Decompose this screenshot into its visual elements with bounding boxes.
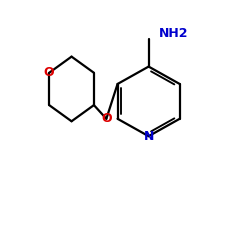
Text: N: N <box>144 130 154 143</box>
Text: O: O <box>44 66 54 79</box>
Text: O: O <box>101 112 112 125</box>
Text: NH2: NH2 <box>158 26 188 40</box>
